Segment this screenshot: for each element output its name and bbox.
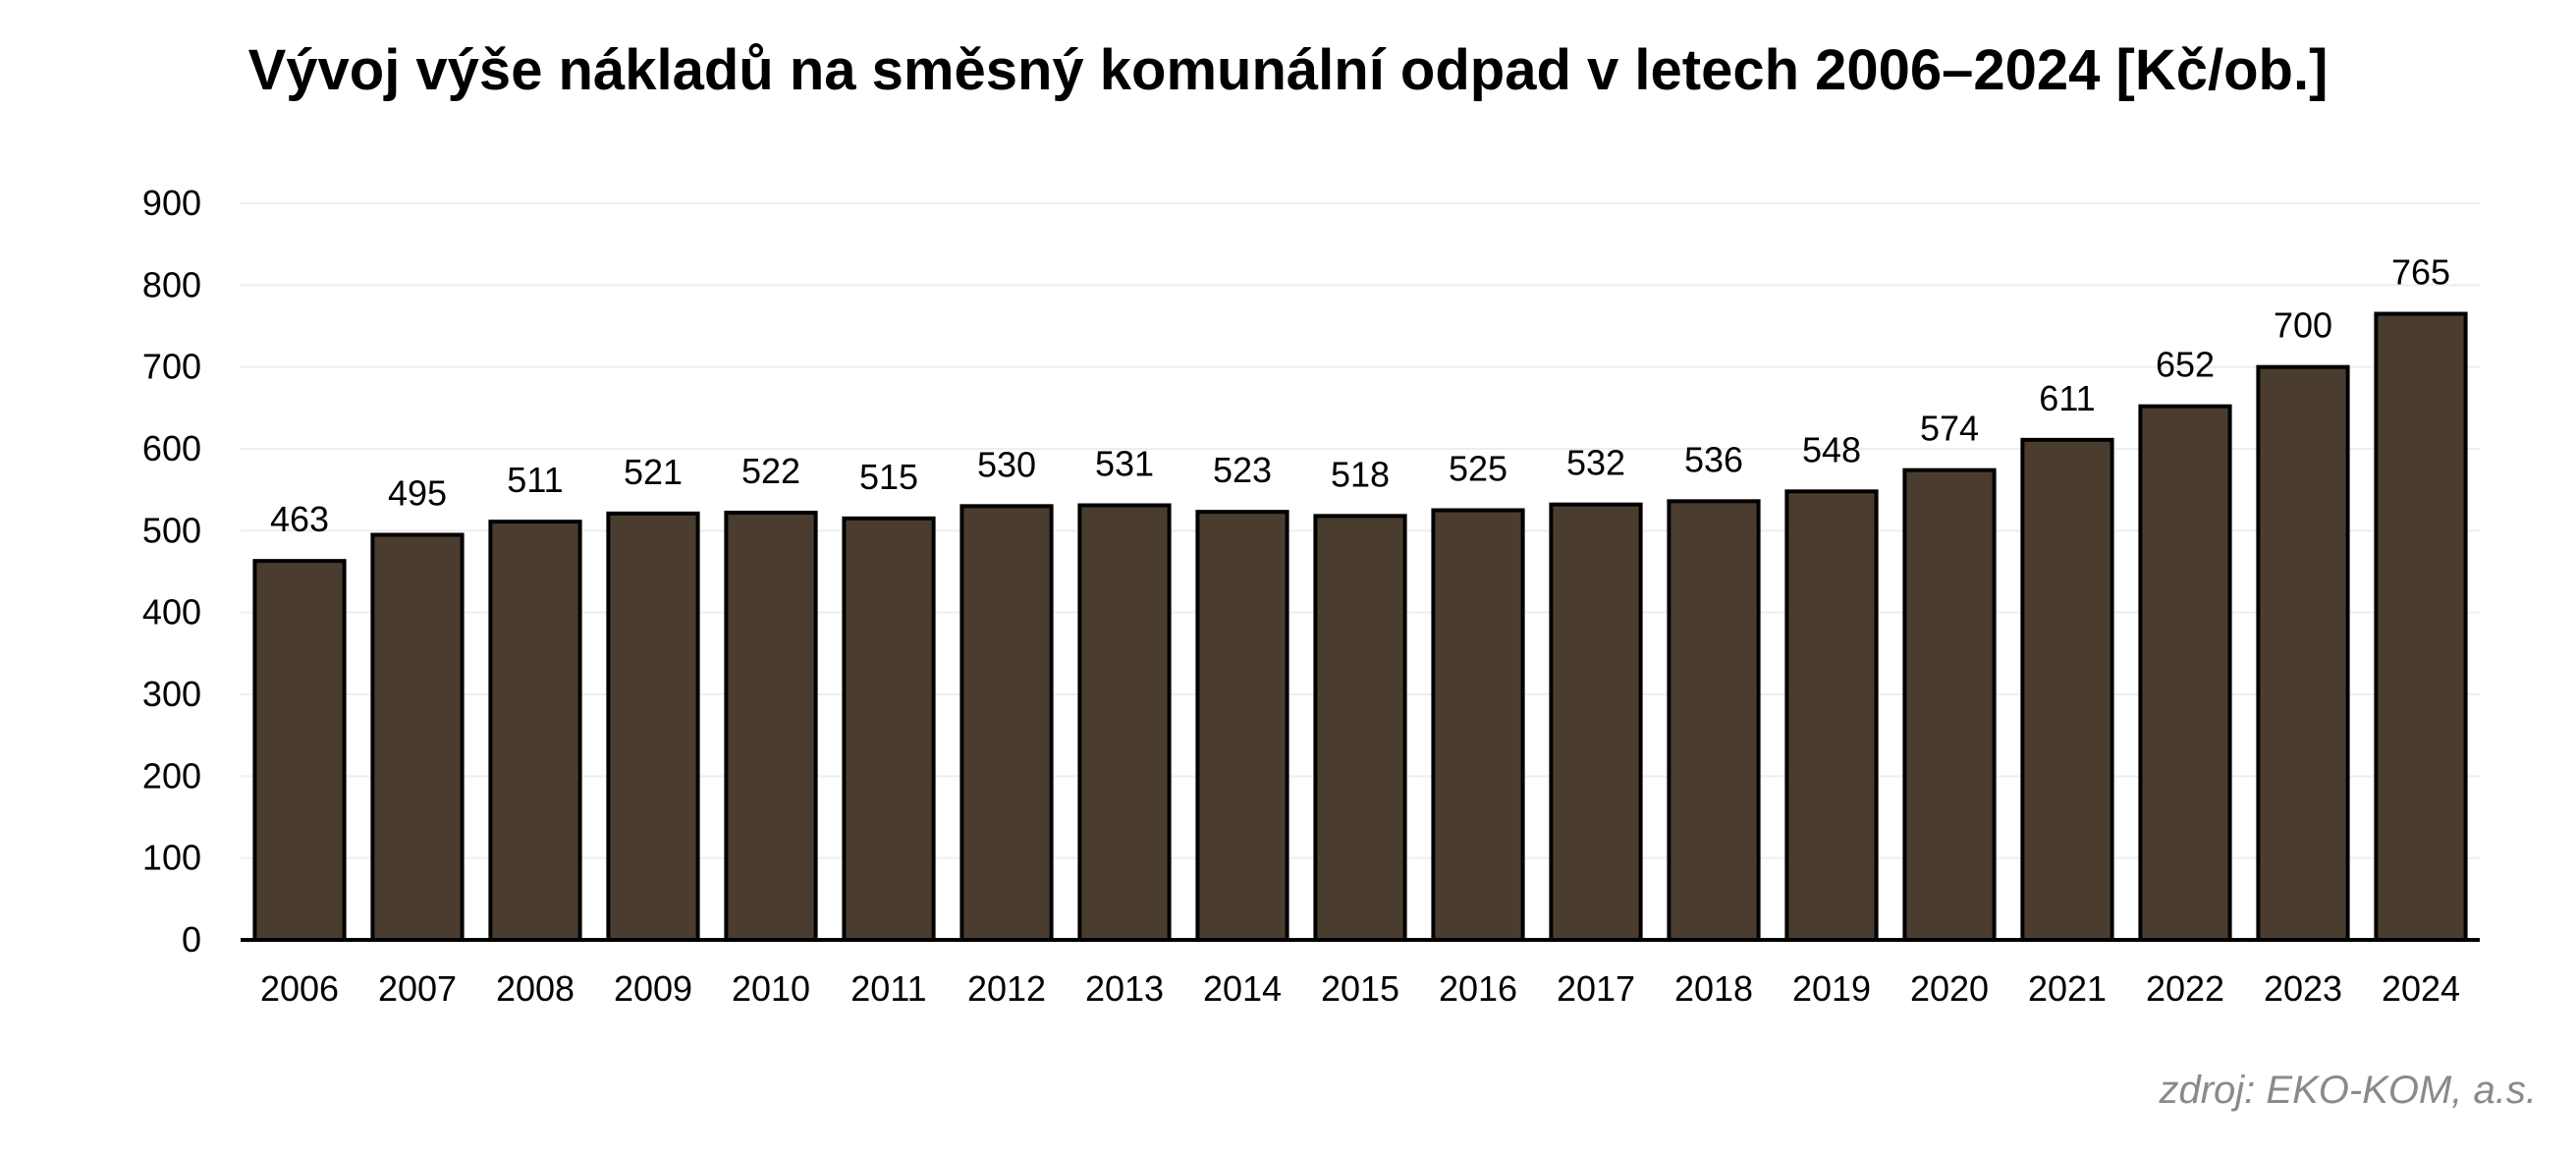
x-tick-label-2023: 2023 xyxy=(2264,968,2342,1009)
data-label-2013: 531 xyxy=(1095,444,1154,484)
bar-2007 xyxy=(370,532,465,942)
bar-2010 xyxy=(724,511,818,942)
data-label-2021: 611 xyxy=(2039,378,2095,418)
data-label-2019: 548 xyxy=(1802,429,1861,469)
data-label-2012: 530 xyxy=(977,444,1036,484)
y-tick-label: 300 xyxy=(142,674,201,714)
y-tick-label: 400 xyxy=(142,592,201,632)
y-tick-label: 100 xyxy=(142,838,201,878)
x-tick-label-2012: 2012 xyxy=(967,968,1046,1009)
bar-2016 xyxy=(1431,508,1525,942)
bar-2021 xyxy=(2020,437,2114,942)
bar-2013 xyxy=(1077,503,1172,942)
data-label-2018: 536 xyxy=(1684,439,1743,479)
data-label-2010: 522 xyxy=(741,451,800,491)
data-label-2014: 523 xyxy=(1213,450,1272,490)
y-tick-label: 500 xyxy=(142,510,201,550)
data-labels: 463 495 511 521 522 515 530 531 523 518 525 532 536 5… xyxy=(270,252,2450,540)
data-label-2016: 525 xyxy=(1449,449,1507,489)
x-tick-label-2008: 2008 xyxy=(496,968,575,1009)
bar-2024 xyxy=(2374,311,2468,942)
source-note: zdroj: EKO-KOM, a.s. xyxy=(2159,1069,2537,1112)
x-tick-label-2007: 2007 xyxy=(378,968,457,1009)
bar-2014 xyxy=(1195,510,1289,943)
bar-2008 xyxy=(488,520,582,943)
x-tick-label-2010: 2010 xyxy=(732,968,810,1009)
x-tick-label-2018: 2018 xyxy=(1674,968,1753,1009)
bar-2011 xyxy=(842,516,936,942)
data-label-2022: 652 xyxy=(2156,345,2215,385)
x-tick-label-2014: 2014 xyxy=(1203,968,1282,1009)
x-tick-label-2024: 2024 xyxy=(2382,968,2460,1009)
y-tick-label: 700 xyxy=(142,347,201,387)
data-label-2017: 532 xyxy=(1566,443,1625,483)
data-label-2024: 765 xyxy=(2391,252,2450,293)
y-tick-label: 0 xyxy=(182,919,201,960)
data-label-2011: 515 xyxy=(859,457,918,497)
x-tick-label-2006: 2006 xyxy=(260,968,339,1009)
bar-2009 xyxy=(606,511,700,942)
data-label-2020: 574 xyxy=(1920,409,1979,449)
chart-title: Vývoj výše nákladů na směsný komunální o… xyxy=(247,38,2329,102)
y-axis-ticks: 0 100 200 300 400 500 600 700 800 900 xyxy=(142,183,201,960)
bar-2023 xyxy=(2256,364,2350,942)
x-tick-label-2017: 2017 xyxy=(1557,968,1635,1009)
bar-2020 xyxy=(1902,467,1997,942)
data-label-2008: 511 xyxy=(507,460,563,500)
y-tick-label: 800 xyxy=(142,264,201,304)
x-tick-label-2015: 2015 xyxy=(1321,968,1399,1009)
x-tick-label-2016: 2016 xyxy=(1439,968,1517,1009)
x-tick-label-2009: 2009 xyxy=(614,968,692,1009)
x-tick-label-2021: 2021 xyxy=(2028,968,2107,1009)
bar-2019 xyxy=(1784,489,1879,942)
bar-2018 xyxy=(1667,499,1761,942)
x-axis-ticks: 2006 2007 2008 2009 2010 2011 2012 2013 2014 2015… xyxy=(260,968,2460,1009)
bars xyxy=(252,311,2468,943)
x-tick-label-2013: 2013 xyxy=(1085,968,1164,1009)
bar-2006 xyxy=(252,559,347,943)
data-label-2007: 495 xyxy=(388,473,447,514)
x-tick-label-2022: 2022 xyxy=(2146,968,2224,1009)
y-tick-label: 600 xyxy=(142,428,201,468)
bar-2012 xyxy=(959,504,1054,942)
data-label-2015: 518 xyxy=(1331,454,1390,494)
data-label-2009: 521 xyxy=(624,452,683,492)
bar-2015 xyxy=(1313,514,1407,942)
y-tick-label: 200 xyxy=(142,755,201,796)
x-tick-label-2019: 2019 xyxy=(1792,968,1871,1009)
y-tick-label: 900 xyxy=(142,183,201,223)
bar-2017 xyxy=(1549,502,1643,943)
data-label-2006: 463 xyxy=(270,499,329,539)
data-label-2023: 700 xyxy=(2274,305,2332,346)
bar-2022 xyxy=(2138,404,2232,942)
x-tick-label-2020: 2020 xyxy=(1910,968,1989,1009)
x-tick-label-2011: 2011 xyxy=(850,968,926,1009)
